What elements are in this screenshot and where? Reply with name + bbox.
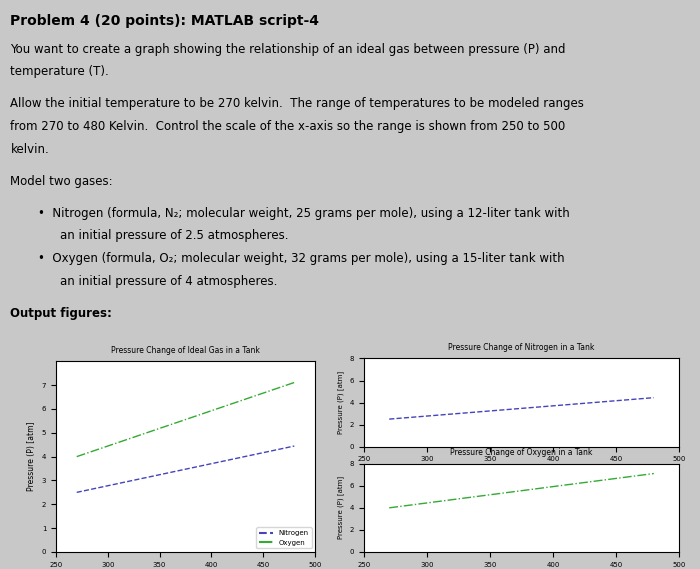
- Text: •  Nitrogen (formula, N₂; molecular weight, 25 grams per mole), using a 12-liter: • Nitrogen (formula, N₂; molecular weigh…: [38, 207, 570, 220]
- Nitrogen: [81, 487, 90, 494]
- Oxygen: [113, 439, 121, 446]
- Text: temperature (T).: temperature (T).: [10, 65, 109, 79]
- Text: Problem 4 (20 points): MATLAB script-4: Problem 4 (20 points): MATLAB script-4: [10, 14, 319, 28]
- Oxygen: [290, 379, 298, 386]
- Nitrogen: [290, 443, 298, 450]
- Line: Oxygen: Oxygen: [77, 382, 294, 456]
- Text: Output figures:: Output figures:: [10, 307, 113, 320]
- Text: Allow the initial temperature to be 270 kelvin.  The range of temperatures to be: Allow the initial temperature to be 270 …: [10, 97, 584, 110]
- Text: You want to create a graph showing the relationship of an ideal gas between pres: You want to create a graph showing the r…: [10, 43, 566, 56]
- Title: Pressure Change of Ideal Gas in a Tank: Pressure Change of Ideal Gas in a Tank: [111, 346, 260, 355]
- Y-axis label: Pressure (P) [atm]: Pressure (P) [atm]: [337, 371, 344, 434]
- Oxygen: [81, 450, 90, 457]
- Nitrogen: [272, 447, 280, 453]
- Text: Model two gases:: Model two gases:: [10, 175, 113, 188]
- Nitrogen: [130, 477, 139, 484]
- Nitrogen: [279, 445, 288, 452]
- Y-axis label: Pressure (P) [atm]: Pressure (P) [atm]: [337, 476, 344, 539]
- Legend: Nitrogen, Oxygen: Nitrogen, Oxygen: [256, 527, 312, 549]
- Text: an initial pressure of 2.5 atmospheres.: an initial pressure of 2.5 atmospheres.: [60, 229, 288, 242]
- Title: Pressure Change of Oxygen in a Tank: Pressure Change of Oxygen in a Tank: [450, 448, 593, 457]
- Line: Nitrogen: Nitrogen: [77, 446, 294, 492]
- Text: an initial pressure of 4 atmospheres.: an initial pressure of 4 atmospheres.: [60, 275, 277, 288]
- X-axis label: Temperature (T) [K]: Temperature (T) [K]: [487, 468, 556, 475]
- Text: •  Oxygen (formula, O₂; molecular weight, 32 grams per mole), using a 15-liter t: • Oxygen (formula, O₂; molecular weight,…: [38, 252, 565, 265]
- Title: Pressure Change of Nitrogen in a Tank: Pressure Change of Nitrogen in a Tank: [448, 343, 595, 352]
- Oxygen: [279, 383, 288, 390]
- Oxygen: [272, 385, 280, 392]
- Oxygen: [73, 453, 81, 460]
- Y-axis label: Pressure (P) [atm]: Pressure (P) [atm]: [27, 422, 36, 492]
- Nitrogen: [73, 489, 81, 496]
- Oxygen: [130, 434, 139, 440]
- Text: kelvin.: kelvin.: [10, 143, 49, 156]
- Nitrogen: [113, 480, 121, 487]
- Nitrogen: [85, 486, 94, 493]
- Text: from 270 to 480 Kelvin.  Control the scale of the x-axis so the range is shown f: from 270 to 480 Kelvin. Control the scal…: [10, 120, 566, 133]
- Oxygen: [85, 449, 94, 456]
